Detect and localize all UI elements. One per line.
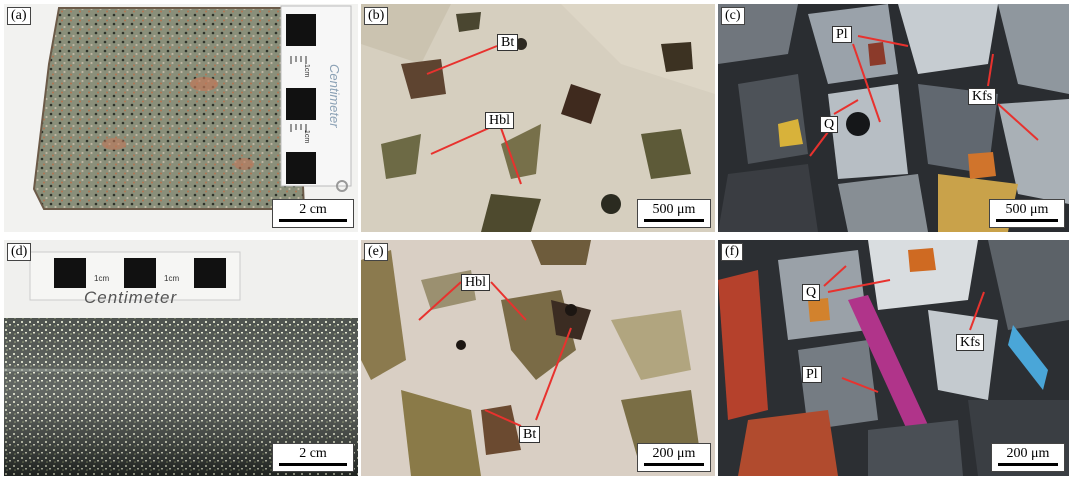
panel-c: Pl Kfs Q (c) 500 μm	[718, 4, 1069, 232]
panel-f-photo	[718, 240, 1069, 476]
mineral-tag-pl: Pl	[832, 26, 852, 43]
scale-bar-text: 2 cm	[299, 446, 327, 461]
panel-label: (d)	[7, 243, 32, 261]
ruler-unit-label: 1cm	[303, 130, 310, 144]
mineral-tag-kfs: Kfs	[956, 334, 985, 351]
ruler-unit-label: 1cm	[303, 64, 310, 78]
ruler-word: Centimeter	[84, 288, 178, 307]
scale-bar: 500 μm	[637, 199, 711, 228]
panel-e: Hbl Bt (e) 200 μm	[361, 240, 715, 476]
panel-b: Bt Hbl (b) 500 μm	[361, 4, 715, 232]
panel-label: (e)	[364, 243, 388, 261]
scale-bar: 200 μm	[991, 443, 1065, 472]
mineral-tag-q: Q	[820, 116, 839, 133]
scale-bar: 2 cm	[272, 443, 354, 472]
panel-label: (f)	[721, 243, 743, 261]
scale-bar-line	[644, 219, 704, 222]
ruler-unit-label: 1cm	[94, 274, 110, 283]
mineral-tag-bt: Bt	[519, 426, 541, 443]
panel-b-photo	[361, 4, 715, 232]
scale-bar: 2 cm	[272, 199, 354, 228]
panel-a-photo	[32, 5, 352, 210]
mineral-tag-q: Q	[802, 284, 821, 301]
scale-bar-line	[998, 463, 1058, 466]
scale-bar-text: 200 μm	[1006, 446, 1050, 461]
mineral-tag-pl: Pl	[802, 366, 822, 383]
scale-bar-text: 200 μm	[652, 446, 696, 461]
mineral-tag-kfs: Kfs	[968, 88, 997, 105]
mineral-tag-hbl: Hbl	[485, 112, 514, 129]
scale-bar-line	[996, 219, 1058, 222]
ruler-unit-label: 1cm	[164, 274, 180, 283]
panel-d: 1cm 1cm Centimeter (d) 2 cm	[4, 240, 358, 476]
scale-bar-text: 500 μm	[652, 202, 696, 217]
mineral-tag-bt: Bt	[497, 34, 519, 51]
panel-label: (a)	[7, 7, 31, 25]
scale-bar: 200 μm	[637, 443, 711, 472]
panel-f: Q Kfs Pl (f) 200 μm	[718, 240, 1069, 476]
panel-c-photo	[718, 4, 1069, 232]
scale-bar-text: 2 cm	[299, 202, 327, 217]
panel-label: (b)	[364, 7, 389, 25]
ruler-word: Centimeter	[327, 64, 342, 128]
scale-bar: 500 μm	[989, 199, 1065, 228]
scale-bar-line	[644, 463, 704, 466]
scale-bar-text: 500 μm	[1005, 202, 1049, 217]
mineral-tag-hbl: Hbl	[461, 274, 490, 291]
panel-d-photo	[4, 251, 358, 476]
panel-label: (c)	[721, 7, 745, 25]
scale-bar-line	[279, 219, 347, 222]
scale-bar-line	[279, 463, 347, 466]
panel-a: 1cm 1cm Centimeter (a) 2 cm	[4, 4, 358, 232]
